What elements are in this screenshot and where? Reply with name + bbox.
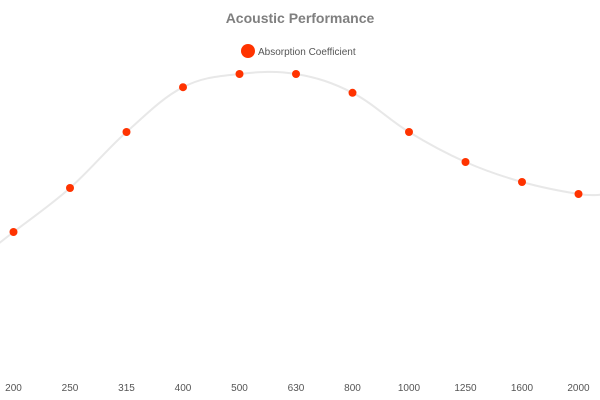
legend-marker [241, 44, 255, 58]
x-tick-label-630: 630 [288, 383, 305, 394]
x-tick-label-800: 800 [344, 383, 361, 394]
data-point-800[interactable] [348, 88, 357, 97]
x-tick-label-1250: 1250 [454, 383, 477, 394]
x-tick-label-315: 315 [118, 383, 135, 394]
chart-title: Acoustic Performance [226, 10, 375, 26]
data-points [9, 70, 583, 236]
data-point-250[interactable] [66, 184, 74, 192]
data-point-2000[interactable] [574, 190, 583, 198]
x-tick-label-2000: 2000 [567, 383, 590, 394]
data-point-630[interactable] [292, 70, 300, 78]
data-point-200[interactable] [9, 228, 18, 236]
x-axis-tick-labels: 200 250 315 400 500 630 800 1000 1250 1600 2000 [5, 383, 590, 394]
x-tick-label-1600: 1600 [511, 383, 534, 394]
data-point-400[interactable] [179, 83, 187, 92]
data-point-500[interactable] [235, 70, 244, 78]
x-tick-label-200: 200 [5, 383, 22, 394]
data-point-315[interactable] [122, 128, 131, 136]
legend[interactable]: Absorption Coefficient [241, 44, 356, 58]
series-line-absorption-coefficient [0, 70, 600, 244]
data-point-1250[interactable] [461, 158, 470, 166]
x-tick-label-400: 400 [175, 383, 192, 394]
x-tick-label-1000: 1000 [398, 383, 421, 394]
x-tick-label-500: 500 [231, 383, 248, 394]
data-point-1600[interactable] [518, 178, 526, 186]
legend-label: Absorption Coefficient [258, 47, 356, 58]
x-tick-label-250: 250 [62, 383, 79, 394]
data-point-1000[interactable] [405, 128, 413, 136]
